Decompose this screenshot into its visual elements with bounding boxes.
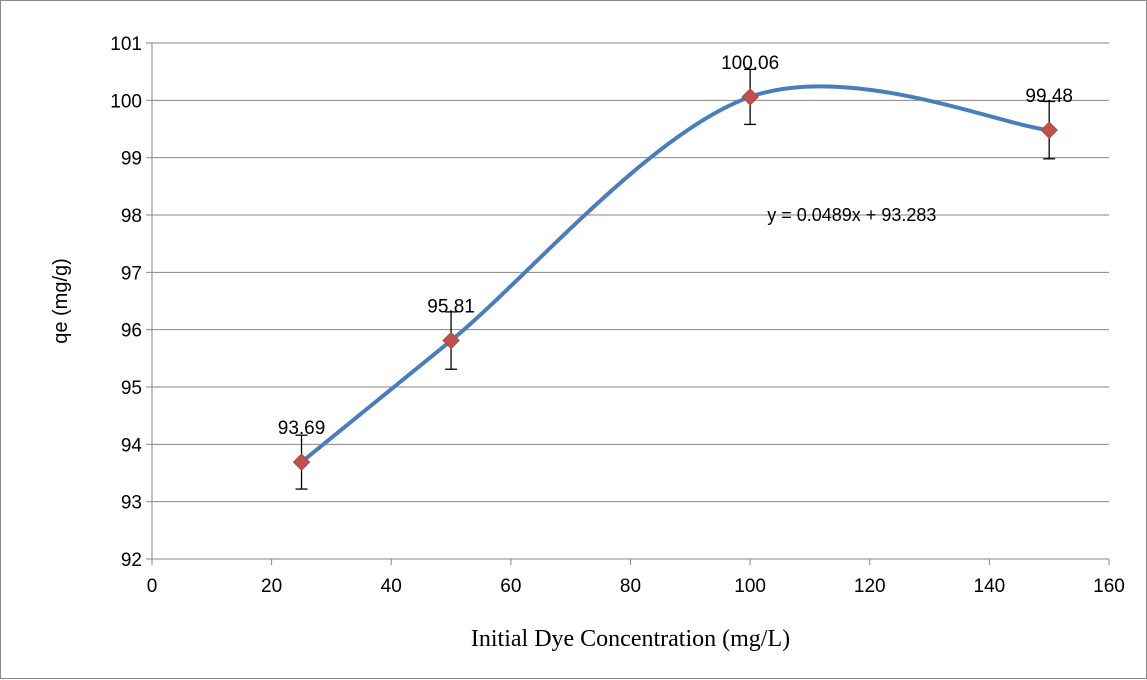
x-tick-label: 80 [620, 576, 641, 597]
y-tick-label: 101 [110, 34, 142, 55]
data-point-marker [442, 331, 460, 350]
series-line [299, 84, 1052, 465]
x-tick-label: 100 [734, 576, 766, 597]
data-label: 93.69 [278, 418, 326, 439]
axes [146, 42, 1110, 565]
x-tick-label: 0 [147, 576, 158, 597]
data-point-marker [1040, 121, 1058, 139]
data-point-marker [741, 88, 759, 106]
y-tick-label: 96 [121, 321, 142, 342]
y-tick-label: 100 [110, 91, 142, 112]
trendline-equation: y = 0.0489x + 93.283 [767, 205, 936, 225]
y-tick-label: 95 [121, 378, 142, 399]
x-tick-label: 140 [974, 576, 1006, 597]
y-tick-label: 93 [121, 493, 142, 514]
y-tick-label: 97 [121, 263, 142, 284]
chart-labels: Initial Dye Concentration (mg/L) qe (mg/g… [50, 53, 1073, 652]
data-label: 100.06 [721, 53, 779, 74]
data-label: 95.81 [427, 297, 475, 318]
plot-series [292, 68, 1058, 490]
y-tick-label: 92 [121, 550, 142, 571]
gridlines [152, 42, 1109, 503]
x-tick-label: 60 [500, 576, 521, 597]
x-axis-title: Initial Dye Concentration (mg/L) [471, 626, 790, 652]
y-axis-title: qe (mg/g) [50, 258, 72, 344]
x-tick-label: 160 [1093, 576, 1125, 597]
x-tick-label: 20 [261, 576, 282, 597]
x-tick-label: 120 [854, 576, 886, 597]
x-tick-label: 40 [381, 576, 402, 597]
y-tick-label: 99 [121, 149, 142, 170]
tick-labels: 92 93 94 95 96 97 98 99 100 101 0 20 40 60 80 100 120 140… [110, 34, 1125, 597]
y-tick-label: 94 [121, 435, 143, 456]
data-point-marker [292, 453, 311, 471]
y-tick-label: 98 [121, 206, 142, 227]
data-label: 99.48 [1025, 86, 1073, 107]
